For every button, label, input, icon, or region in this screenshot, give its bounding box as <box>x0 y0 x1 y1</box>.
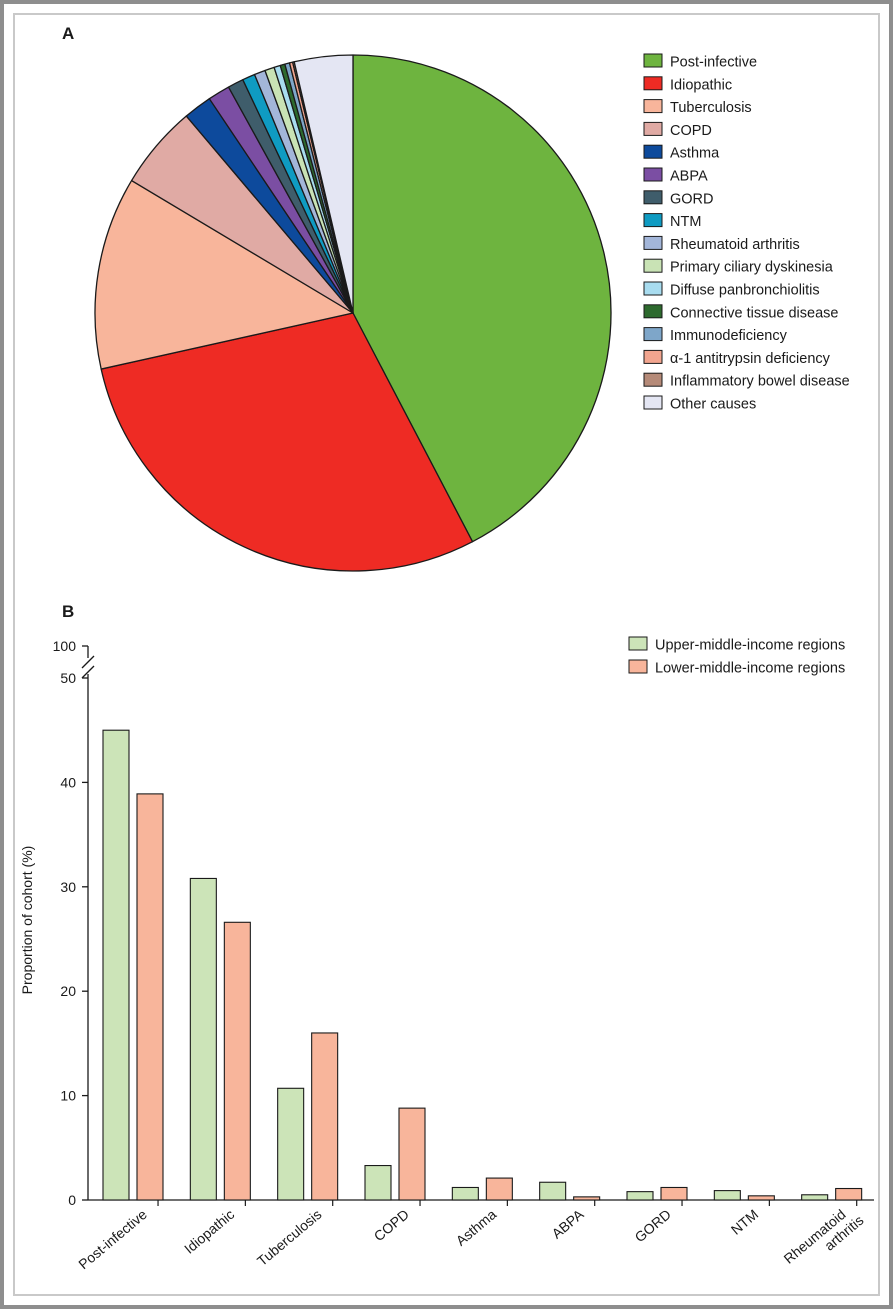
bar-abpa-lower-middle <box>573 1196 601 1201</box>
bar-post-infective-upper-middle <box>102 729 130 1201</box>
bar-idiopathic-lower-middle <box>223 921 251 1201</box>
legend-swatch-rheumatoid-arthritis <box>643 235 663 250</box>
x-category-label-ntm: NTM <box>728 1206 762 1238</box>
bar-idiopathic-upper-middle <box>189 877 217 1201</box>
bar-ntm-upper-middle <box>713 1190 741 1201</box>
legend-label-rheumatoid-arthritis: Rheumatoid arthritis <box>670 237 800 253</box>
y-tick-label: 10 <box>60 1088 76 1104</box>
pie-slice-tuberculosis <box>94 179 354 370</box>
bar-tuberculosis-lower-middle <box>311 1032 339 1201</box>
bar-legend: Upper-middle-income regions Lower-middle-… <box>628 636 845 677</box>
x-category-label-abpa: ABPA <box>548 1206 587 1242</box>
bar-chart: 100 0 10 20 30 40 50 Post-infective Idiopathic Tu… <box>53 638 874 1279</box>
legend-swatch-post-infective <box>643 53 663 68</box>
legend-label-lower-middle: Lower-middle-income regions <box>655 661 845 677</box>
legend-label-ntm: NTM <box>670 214 701 230</box>
legend-label-gord: GORD <box>670 191 714 207</box>
legend-swatch-diffuse-panbronchiolitis <box>643 281 663 296</box>
legend-swatch-upper-middle <box>628 636 648 651</box>
bar-copd-lower-middle <box>398 1107 426 1201</box>
x-category-label-copd: COPD <box>371 1206 412 1244</box>
bar-copd-upper-middle <box>364 1164 392 1201</box>
legend-swatch-tuberculosis <box>643 99 663 114</box>
legend-swatch-primary-ciliary-dyskinesia <box>643 258 663 273</box>
legend-swatch-inflammatory-bowel-disease <box>643 372 663 387</box>
legend-label-diffuse-panbronchiolitis: Diffuse panbronchiolitis <box>670 283 820 299</box>
legend-swatch-other-causes <box>643 395 663 410</box>
bar-gord-lower-middle <box>660 1186 688 1201</box>
x-category-label-rheumatoid-arthritis: Rheumatoidarthritis <box>780 1200 866 1279</box>
bar-tuberculosis-upper-middle <box>277 1087 305 1201</box>
y-tick-label: 40 <box>60 774 76 790</box>
y-tick-label: 50 <box>60 670 76 686</box>
legend-label-connective-tissue-disease: Connective tissue disease <box>670 305 838 321</box>
legend-label-primary-ciliary-dyskinesia: Primary ciliary dyskinesia <box>670 260 834 276</box>
y-axis-label: Proportion of cohort (%) <box>19 846 35 995</box>
legend-swatch-immunodeficiency <box>643 327 663 342</box>
pie-slice-post-infective <box>352 54 612 543</box>
legend-label-asthma: Asthma <box>670 146 720 162</box>
y-tick-label: 100 <box>53 638 77 654</box>
legend-label-other-causes: Other causes <box>670 397 756 413</box>
legend-swatch-abpa <box>643 167 663 182</box>
y-tick-label: 20 <box>60 983 76 999</box>
x-category-label-post-infective: Post-infective <box>75 1206 150 1272</box>
legend-swatch-connective-tissue-disease <box>643 304 663 319</box>
legend-swatch-1-antitrypsin-deficiency <box>643 349 663 364</box>
legend-label-post-infective: Post-infective <box>670 55 757 71</box>
bar-gord-upper-middle <box>626 1191 654 1201</box>
legend-label-1-antitrypsin-deficiency: α-1 antitrypsin deficiency <box>670 351 831 367</box>
x-category-label-gord: GORD <box>631 1206 673 1245</box>
legend-label-tuberculosis: Tuberculosis <box>670 100 752 116</box>
x-category-label-idiopathic: Idiopathic <box>181 1206 237 1257</box>
y-tick-label: 0 <box>68 1192 76 1208</box>
legend-swatch-ntm <box>643 213 663 228</box>
legend-label-abpa: ABPA <box>670 169 708 185</box>
legend-swatch-asthma <box>643 144 663 159</box>
axis-break-mark <box>81 665 95 679</box>
bar-rheumatoid-arthritis-upper-middle <box>801 1194 829 1201</box>
bar-post-infective-lower-middle <box>136 793 164 1201</box>
axis-break-mark <box>81 655 95 669</box>
x-category-label-tuberculosis: Tuberculosis <box>254 1206 325 1269</box>
pie-chart <box>94 54 612 572</box>
bar-ntm-lower-middle <box>747 1195 775 1201</box>
bar-asthma-lower-middle <box>485 1177 513 1201</box>
x-category-label-asthma: Asthma <box>453 1206 500 1249</box>
legend-label-idiopathic: Idiopathic <box>670 77 732 93</box>
panel-b-label: B <box>62 602 74 621</box>
bar-rheumatoid-arthritis-lower-middle <box>835 1187 863 1201</box>
legend-label-immunodeficiency: Immunodeficiency <box>670 328 788 344</box>
legend-swatch-gord <box>643 190 663 205</box>
legend-label-inflammatory-bowel-disease: Inflammatory bowel disease <box>670 374 850 390</box>
figure-inner-frame <box>13 13 880 1296</box>
pie-legend: Post-infective Idiopathic Tuberculosis COPD… <box>643 53 850 413</box>
bar-abpa-upper-middle <box>539 1181 567 1201</box>
pie-slice-other-causes <box>293 54 354 314</box>
panel-a-label: A <box>62 24 74 43</box>
legend-swatch-copd <box>643 121 663 136</box>
legend-label-upper-middle: Upper-middle-income regions <box>655 638 845 654</box>
bar-asthma-upper-middle <box>451 1186 479 1201</box>
legend-swatch-idiopathic <box>643 76 663 91</box>
legend-label-copd: COPD <box>670 123 712 139</box>
legend-swatch-lower-middle <box>628 659 648 674</box>
pie-slice-idiopathic <box>100 312 474 572</box>
y-tick-label: 30 <box>60 879 76 895</box>
